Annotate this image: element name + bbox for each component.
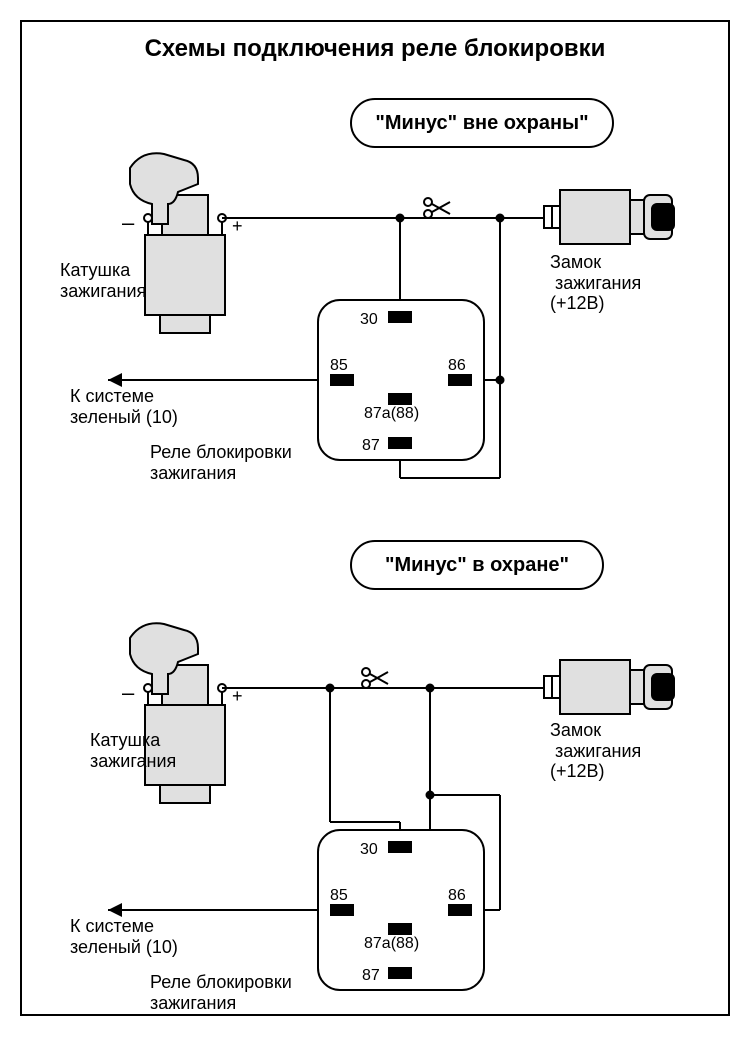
plus-2: +: [232, 686, 243, 707]
lock-label-2: Замок зажигания (+12В): [550, 720, 641, 782]
ignition-coil-1: [130, 153, 226, 333]
scissors-icon-2: [362, 668, 388, 688]
ignition-lock-1: [544, 190, 674, 244]
svg-text:87a(88): 87a(88): [364, 405, 419, 422]
svg-text:86: 86: [448, 357, 466, 374]
relay-2: 30 85 86 87a(88) 87: [318, 830, 484, 990]
diagram-2-svg: 30 85 86 87a(88) 87: [0, 540, 750, 1040]
scissors-icon-1: [424, 198, 450, 218]
plus-1: +: [232, 216, 243, 237]
relay-label-1: Реле блокировки зажигания: [150, 442, 292, 483]
svg-text:87: 87: [362, 437, 380, 454]
system-label-1: К системе зеленый (10): [70, 386, 178, 427]
svg-text:86: 86: [448, 887, 466, 904]
relay-label-2: Реле блокировки зажигания: [150, 972, 292, 1013]
svg-text:30: 30: [360, 841, 378, 858]
svg-text:87: 87: [362, 967, 380, 984]
minus-2: –: [122, 680, 134, 705]
coil-label-2: Катушка зажигания: [90, 730, 176, 771]
svg-text:85: 85: [330, 357, 348, 374]
svg-text:30: 30: [360, 311, 378, 328]
ignition-coil-2: [130, 623, 226, 803]
ignition-lock-2: [544, 660, 674, 714]
lock-label-1: Замок зажигания (+12В): [550, 252, 641, 314]
svg-text:87a(88): 87a(88): [364, 935, 419, 952]
svg-text:85: 85: [330, 887, 348, 904]
system-label-2: К системе зеленый (10): [70, 916, 178, 957]
minus-1: –: [122, 210, 134, 235]
coil-label-1: Катушка зажигания: [60, 260, 146, 301]
relay-1: 30 85 86 87a(88) 87: [318, 300, 484, 460]
